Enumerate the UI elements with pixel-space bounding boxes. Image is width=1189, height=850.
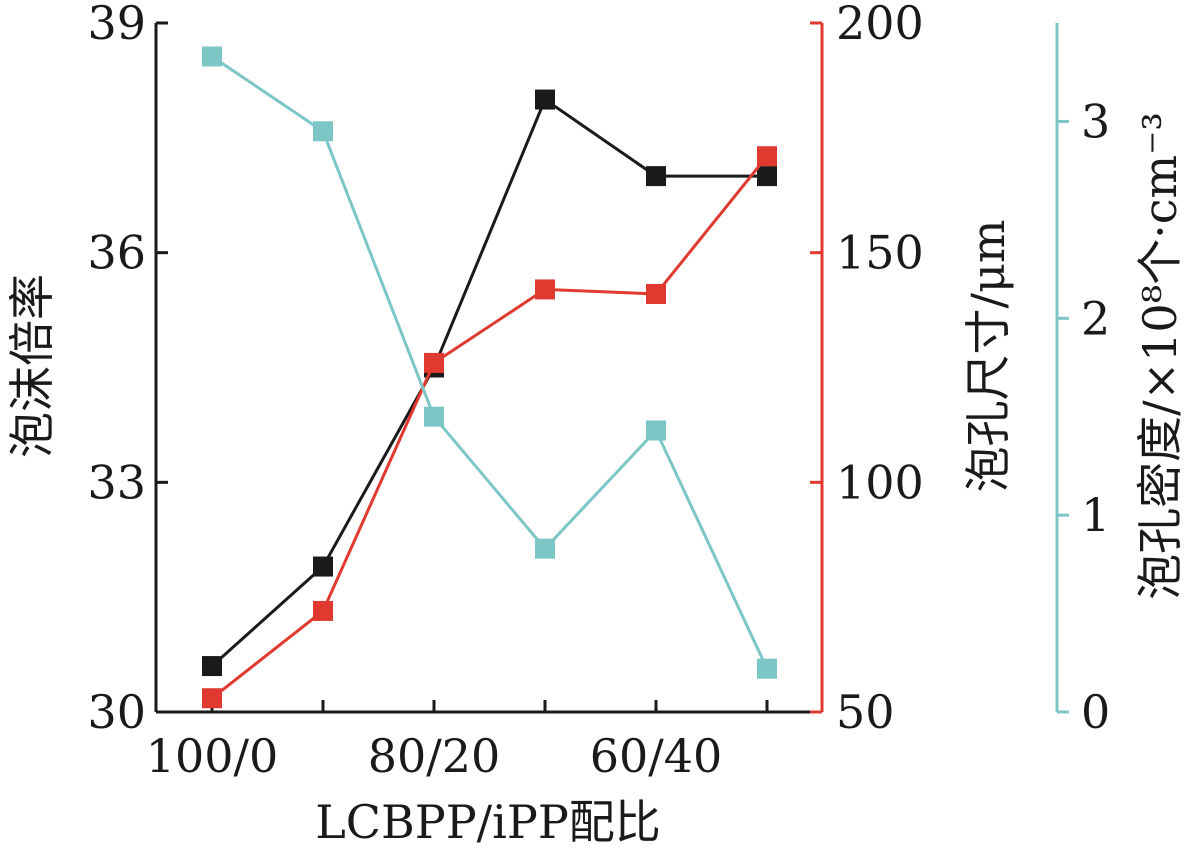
density-axis-tick-label: 1 — [1081, 488, 1110, 542]
size-axis-tick-label: 100 — [836, 455, 924, 509]
series-line — [210, 97, 767, 668]
left-y-tick-label: 36 — [87, 226, 146, 280]
labels: LCBPP/iPP配比 泡沫倍率 泡孔尺寸/μm 泡孔密度/×10⁸个·cm⁻³ — [5, 112, 1187, 849]
series-point — [424, 352, 444, 373]
density-axis-title: 泡孔密度/×10⁸个·cm⁻³ — [1133, 112, 1187, 600]
series-point — [202, 46, 222, 67]
series-point — [424, 406, 444, 427]
x-tick-label: 80/20 — [368, 729, 501, 783]
series-line — [211, 55, 769, 670]
series-point — [757, 146, 777, 167]
series-point — [757, 658, 777, 679]
axes: 30 33 36 39 50 100 150 200 0 1 2 3 100/0 80/20 60/40 — [87, 0, 1110, 783]
series-point — [535, 89, 555, 110]
series-line — [211, 155, 769, 700]
series-point — [313, 121, 333, 142]
left-y-tick-label: 33 — [87, 455, 146, 509]
size-axis-tick-label: 200 — [836, 0, 924, 50]
x-tick-label: 60/40 — [590, 729, 723, 783]
series-point — [202, 688, 222, 709]
series-point — [313, 556, 333, 577]
series-point — [202, 656, 222, 677]
left-y-tick-label: 39 — [87, 0, 146, 50]
series-point — [646, 166, 666, 187]
series-layer — [202, 46, 777, 709]
density-axis-tick-label: 0 — [1081, 685, 1110, 739]
series-point — [646, 420, 666, 441]
density-axis-tick-label: 3 — [1081, 94, 1110, 148]
left-y-axis-title: 泡沫倍率 — [5, 274, 59, 458]
size-axis-tick-label: 150 — [836, 226, 924, 280]
series-point — [646, 284, 666, 305]
size-axis-title: 泡孔尺寸/μm — [961, 219, 1015, 492]
series-point — [313, 600, 333, 621]
x-axis-title: LCBPP/iPP配比 — [315, 795, 661, 849]
size-axis-tick-label: 50 — [836, 685, 895, 739]
series-point — [757, 166, 777, 187]
series-point — [535, 538, 555, 559]
series-point — [535, 279, 555, 300]
density-axis-tick-label: 2 — [1081, 291, 1110, 345]
x-tick-label: 100/0 — [146, 729, 279, 783]
left-y-tick-label: 30 — [87, 685, 146, 739]
